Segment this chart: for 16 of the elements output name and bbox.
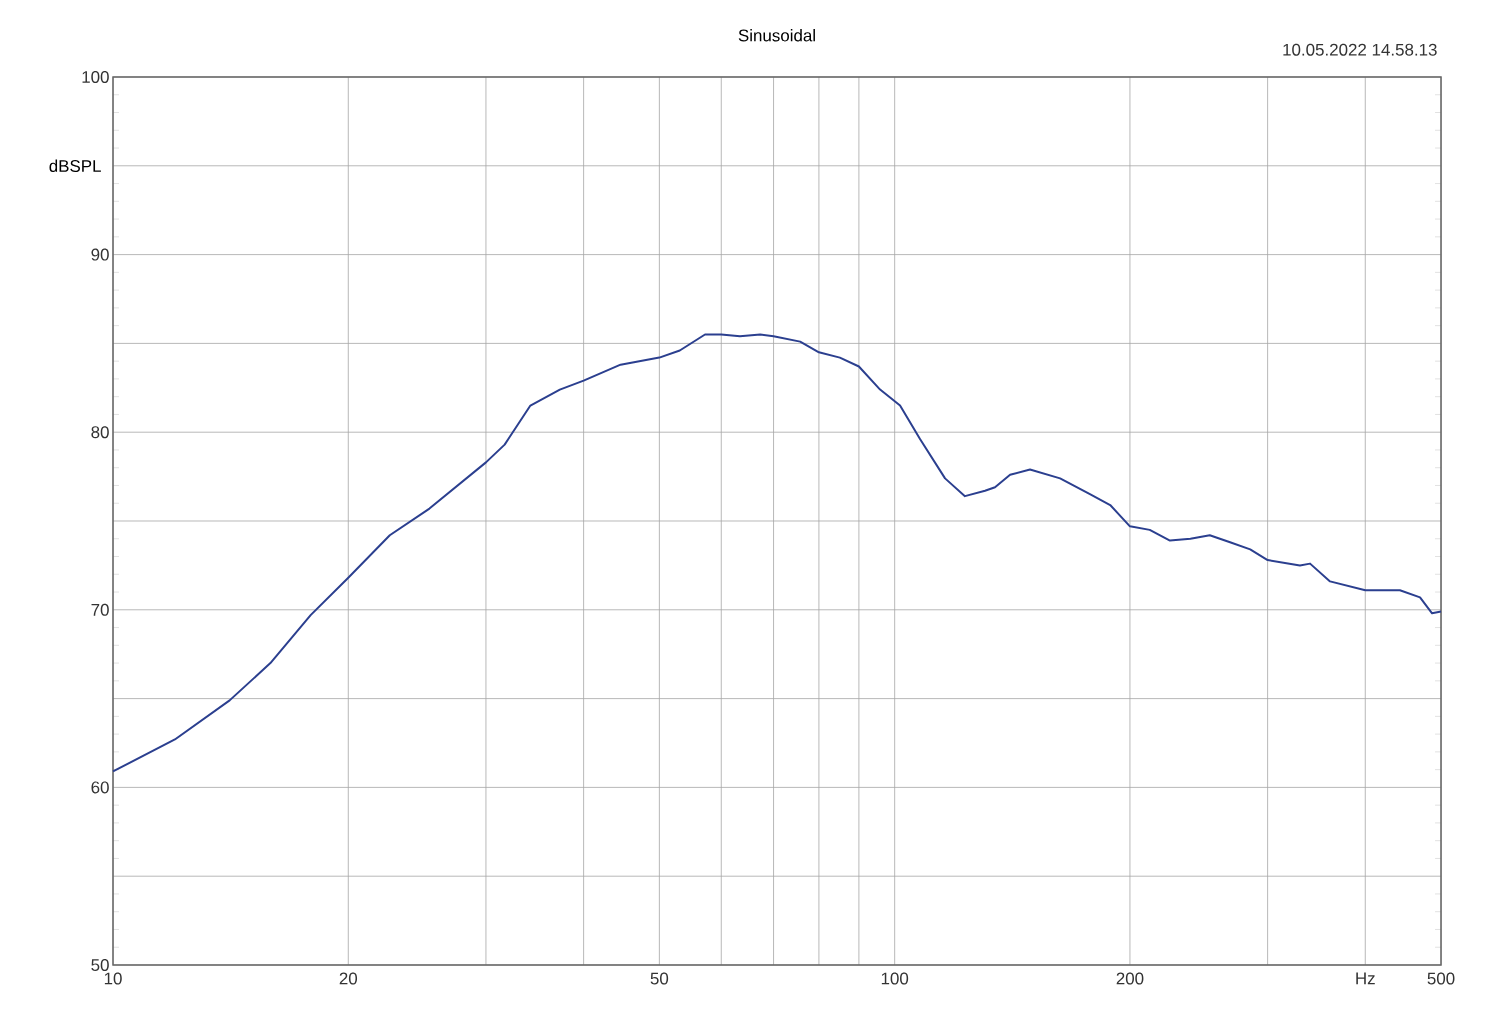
- y-axis-title: dBSPL: [49, 159, 101, 173]
- x-tick-label: 500: [1427, 972, 1455, 985]
- chart-title: Sinusoidal: [738, 29, 815, 42]
- y-tick-label: 100: [82, 70, 109, 83]
- y-tick-label: 60: [91, 781, 109, 794]
- x-tick-label: 200: [1116, 972, 1144, 985]
- y-tick-label: 70: [91, 603, 109, 616]
- y-tick-label: 50: [91, 959, 109, 971]
- x-tick-label: 10: [104, 972, 122, 985]
- text: 10.05.2022 14.58.13: [1283, 43, 1437, 56]
- x-tick-label: 100: [881, 972, 909, 985]
- x-tick-label: 20: [339, 972, 358, 985]
- y-tick-label: 80: [91, 426, 109, 439]
- x-tick-label: 50: [650, 972, 669, 985]
- y-tick-label: 90: [91, 248, 109, 261]
- x-tick-label: Hz: [1356, 972, 1375, 985]
